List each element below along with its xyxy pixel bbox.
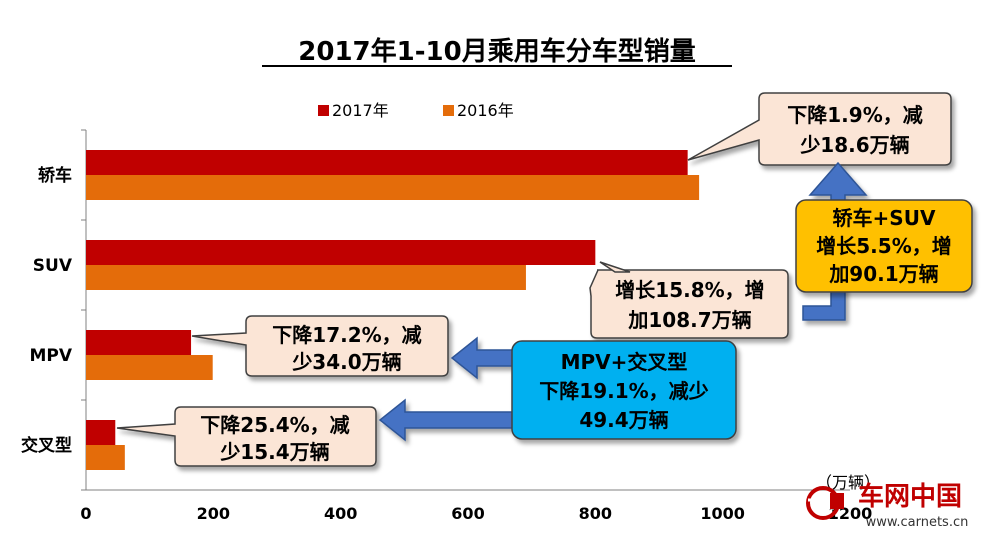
callout-mpv-cross-box	[511, 340, 737, 440]
category-label-mpv: MPV	[29, 346, 72, 366]
legend-label-2016: 2016年	[457, 101, 514, 120]
bar-cross-2017	[86, 420, 116, 445]
bar-suv-2017	[86, 240, 596, 265]
callout-cross: 下降25.4%，减 少15.4万辆	[116, 406, 377, 467]
callout-suv-line-1: 增长15.8%，增	[615, 278, 764, 302]
arrow-left-mpv	[450, 336, 515, 380]
x-tick-label-400: 400	[324, 504, 357, 523]
legend-swatch-2017	[318, 105, 329, 116]
callout-sedan: 下降1.9%，减 少18.6万辆	[687, 92, 952, 166]
watermark-name: 车网中国	[858, 481, 962, 512]
bar-sedan-2017	[86, 150, 688, 175]
callout-cross-shape	[116, 406, 377, 467]
callout-mpv-cross-line-3: 49.4万辆	[579, 408, 668, 432]
x-tick-label-200: 200	[197, 504, 230, 523]
callout-mpv-line-2: 少34.0万辆	[291, 350, 401, 374]
watermark: 车网中国 www.carnets.cn	[806, 481, 969, 530]
callout-mpv: 下降17.2%，减 少34.0万辆	[191, 315, 449, 377]
bar-mpv-2016	[86, 355, 213, 380]
callout-suv-shape	[589, 269, 789, 339]
callout-mpv-line-1: 下降17.2%，减	[272, 323, 421, 347]
x-tick-labels: 0 200 400 600 800 1000 1200	[80, 504, 872, 523]
x-tick-label-800: 800	[579, 504, 612, 523]
callout-suv-line-2: 加108.7万辆	[627, 308, 751, 332]
callout-sedan-line-1: 下降1.9%，减	[787, 103, 922, 127]
callout-cross-line-1: 下降25.4%，减	[200, 413, 349, 437]
category-label-cross: 交叉型	[21, 435, 72, 456]
watermark-url: www.carnets.cn	[866, 515, 969, 530]
legend-swatch-2016	[443, 105, 454, 116]
legend: 2017年 2016年	[318, 101, 514, 120]
chart-title: 2017年1-10月乘用车分车型销量	[298, 36, 695, 67]
arrow-left-cross	[378, 398, 517, 442]
callout-mpv-cross-line-2: 下降19.1%，减少	[539, 379, 708, 403]
bar-suv-2016	[86, 265, 526, 290]
x-tick-label-0: 0	[80, 504, 91, 523]
callout-cross-line-2: 少15.4万辆	[219, 440, 329, 464]
category-labels: 轿车 SUV MPV 交叉型	[21, 165, 73, 456]
callout-sedan-suv-line-1: 轿车+SUV	[833, 206, 936, 230]
bar-sedan-2016	[86, 175, 700, 200]
callout-mpv-cross-summary: MPV+交叉型 下降19.1%，减少 49.4万辆	[511, 340, 737, 440]
callout-sedan-suv-line-3: 加90.1万辆	[828, 262, 938, 286]
legend-label-2017: 2017年	[332, 101, 389, 120]
y-axis-ticks	[81, 129, 86, 491]
category-label-suv: SUV	[33, 256, 73, 276]
category-label-sedan: 轿车	[38, 165, 72, 186]
callout-suv-pointer	[599, 261, 631, 273]
bar-cross-2016	[86, 445, 125, 470]
callout-sedan-line-2: 少18.6万辆	[799, 133, 909, 157]
callout-sedan-suv-summary: 轿车+SUV 增长5.5%，增 加90.1万辆	[795, 199, 973, 293]
bars-group	[86, 150, 700, 470]
watermark-logo-icon	[806, 486, 844, 520]
x-tick-label-600: 600	[451, 504, 484, 523]
callout-mpv-shape	[191, 315, 449, 377]
callout-mpv-cross-line-1: MPV+交叉型	[561, 350, 688, 374]
unit-label: （万辆）	[816, 473, 880, 492]
callout-sedan-suv-box	[795, 199, 973, 293]
bar-mpv-2017	[86, 330, 192, 355]
callout-sedan-suv-line-2: 增长5.5%，增	[816, 234, 951, 258]
callout-suv: 增长15.8%，增 加108.7万辆	[589, 261, 789, 339]
x-tick-label-1000: 1000	[700, 504, 745, 523]
callout-sedan-shape	[687, 92, 952, 166]
